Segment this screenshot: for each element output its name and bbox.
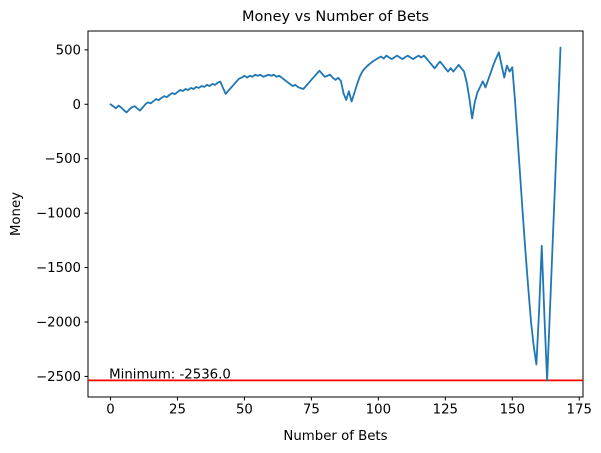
x-tick-label: 175 bbox=[567, 403, 592, 418]
y-axis-ticks: 500 0 −500 −1000 −1500 −2000 −2500 bbox=[36, 43, 88, 385]
y-tick-label: 500 bbox=[56, 43, 81, 58]
y-tick-label: −1000 bbox=[36, 207, 81, 222]
money-line bbox=[109, 46, 562, 382]
y-tick-label: −2000 bbox=[36, 315, 81, 330]
y-tick-label: −2500 bbox=[36, 370, 81, 385]
plot-area bbox=[87, 30, 584, 398]
y-tick-label: −500 bbox=[44, 152, 81, 167]
x-tick-label: 0 bbox=[106, 403, 114, 418]
x-tick-label: 100 bbox=[366, 403, 391, 418]
x-axis-ticks: 0 25 50 75 100 125 150 175 bbox=[106, 397, 592, 418]
y-axis-label: Money bbox=[9, 192, 24, 236]
minimum-annotation: Minimum: -2536.0 bbox=[109, 367, 231, 382]
chart-title: Money vs Number of Bets bbox=[242, 9, 429, 25]
y-tick-label: 0 bbox=[73, 98, 81, 113]
x-tick-label: 125 bbox=[433, 403, 458, 418]
y-tick-label: −1500 bbox=[36, 261, 81, 276]
x-tick-label: 150 bbox=[500, 403, 525, 418]
x-axis-label: Number of Bets bbox=[283, 429, 387, 444]
x-tick-label: 75 bbox=[303, 403, 320, 418]
x-tick-label: 25 bbox=[169, 403, 186, 418]
x-tick-label: 50 bbox=[236, 403, 253, 418]
